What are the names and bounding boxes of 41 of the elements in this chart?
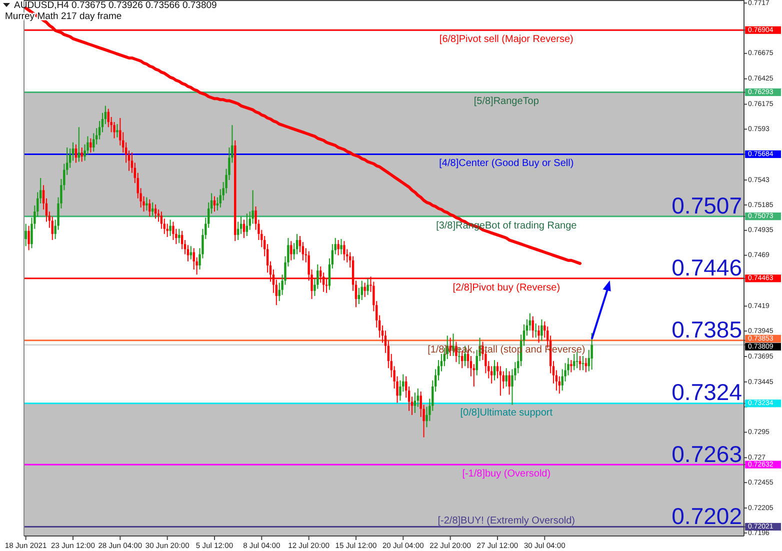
chart-title: AUDUSD,H4 0.73675 0.73926 0.73566 0.73809 — [14, 0, 217, 11]
candlestick — [146, 196, 148, 212]
candlestick — [24, 223, 27, 247]
candlestick — [80, 146, 83, 162]
candlestick — [148, 198, 151, 218]
candlestick — [343, 240, 346, 261]
candlestick — [540, 318, 543, 342]
candlestick — [90, 138, 92, 154]
candlestick — [493, 360, 496, 381]
candlestick — [538, 324, 540, 344]
candlestick — [508, 370, 510, 396]
ref-line-label: [4/8]Center (Good Buy or Sell) — [439, 158, 574, 170]
candlestick — [505, 368, 508, 387]
candlestick — [116, 124, 118, 138]
ref-line-label: [5/8]RangeTop — [474, 96, 540, 108]
candlestick — [169, 219, 172, 236]
annotation: 0.7385 — [672, 316, 742, 343]
candlestick — [172, 221, 174, 241]
candlestick — [534, 322, 537, 338]
annotation: 0.7446 — [672, 254, 742, 281]
candlestick — [190, 246, 192, 260]
candlestick — [337, 240, 340, 256]
candlestick — [340, 238, 342, 255]
candlestick — [499, 366, 502, 396]
candlestick — [570, 360, 572, 373]
annotation: 0.7507 — [672, 192, 742, 219]
candlestick — [414, 392, 416, 414]
ref-line-label: [0/8]Ultimate support — [460, 407, 553, 418]
annotation: 0.7324 — [672, 378, 742, 405]
candlestick — [364, 282, 366, 298]
candlestick — [590, 332, 593, 370]
candlestick — [192, 248, 195, 270]
annotation: 0.7263 — [672, 440, 742, 467]
annotation: 0.7202 — [672, 502, 742, 529]
candlestick — [366, 278, 369, 296]
ref-line-label: [2/8]Pivot buy (Reverse) — [452, 282, 560, 294]
candlestick — [290, 240, 292, 261]
candlestick — [28, 225, 30, 251]
ref-line-label: [6/8]Pivot sell (Major Reverse) — [439, 34, 574, 46]
ref-line-label: [-1/8]buy (Oversold) — [462, 468, 551, 480]
ref-line-label: [-2/8]BUY! (Extremly Oversold) — [438, 516, 576, 527]
